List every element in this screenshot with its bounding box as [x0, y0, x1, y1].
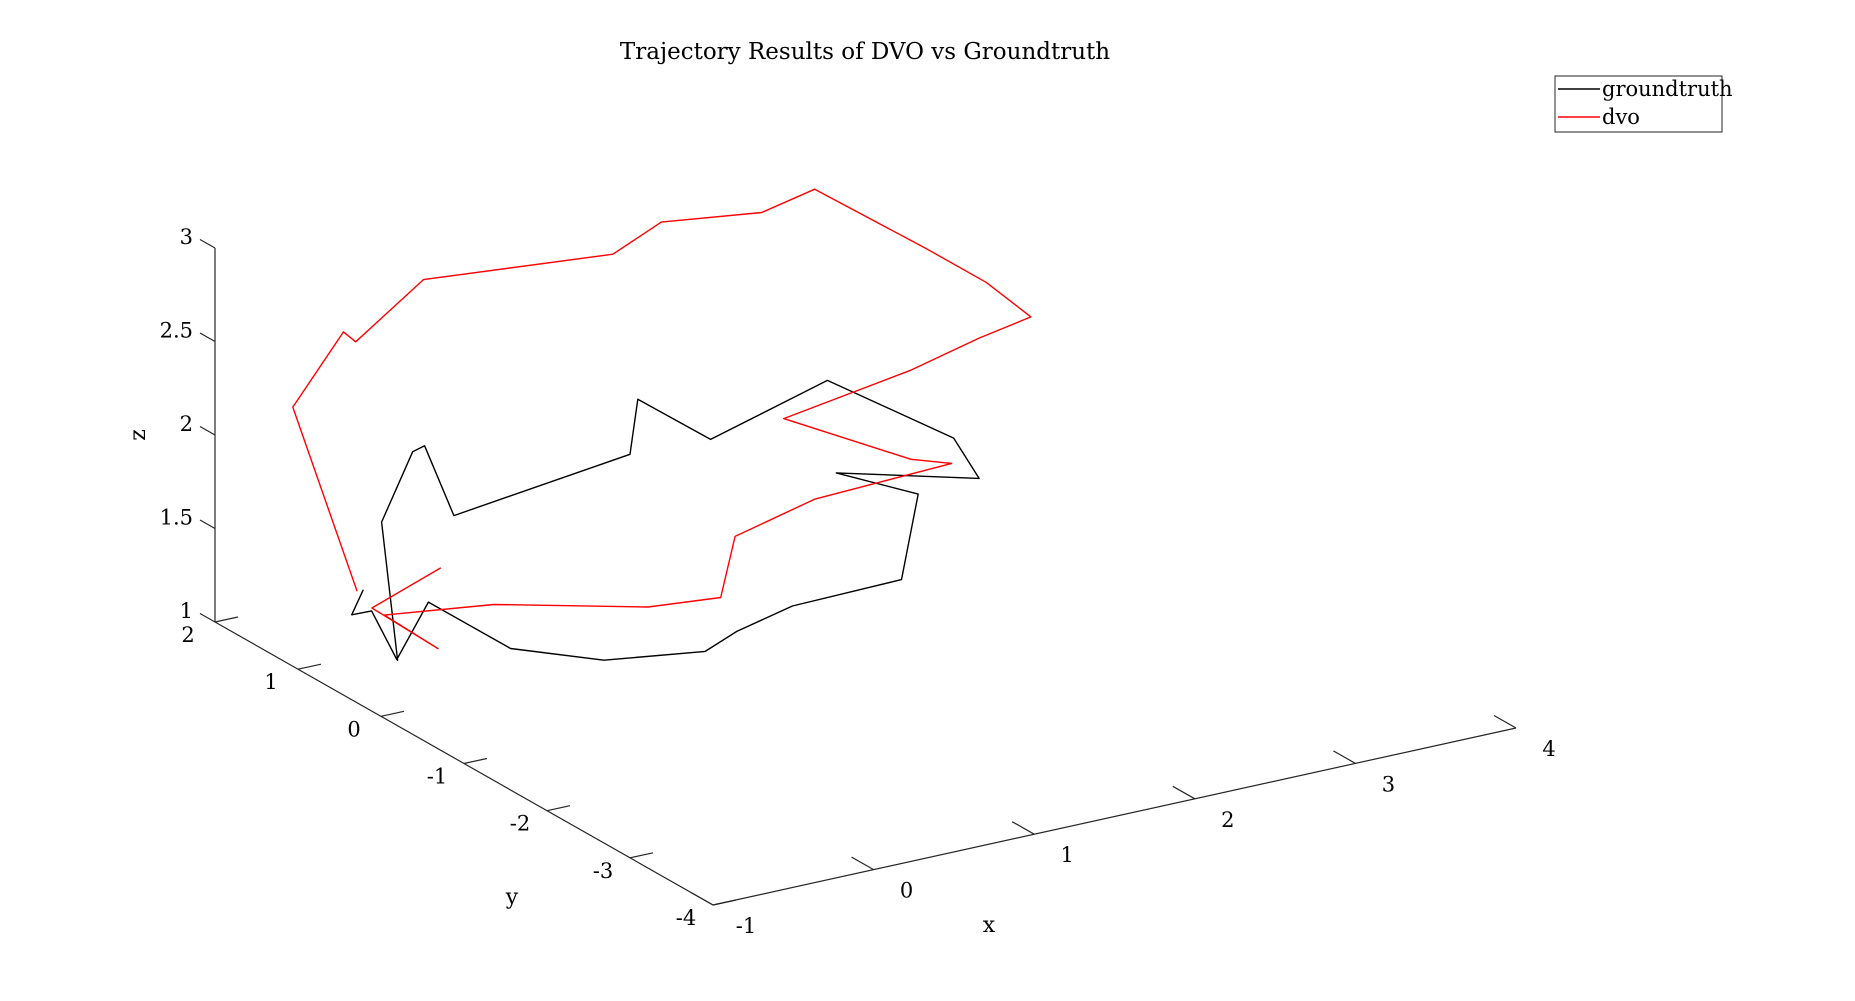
legend: groundtruth dvo [1554, 75, 1733, 133]
y-tick-mark [546, 805, 571, 812]
z-tick-mark [199, 425, 216, 436]
y-ticks: -4 -3 -2 -1 0 1 2 [181, 616, 737, 930]
x-tick-mark [1172, 785, 1196, 800]
z-tick-mark [199, 332, 216, 343]
x-tick-mark [1011, 821, 1035, 835]
z-tick-label: 2.5 [160, 318, 193, 342]
z-tick-mark [199, 519, 216, 530]
x-tick-mark [1493, 714, 1517, 729]
z-tick-label: 1.5 [160, 505, 193, 529]
x-tick-label: 1 [1061, 843, 1074, 867]
y-tick-label: 2 [181, 623, 194, 647]
z-ticks: 1 1.5 2 2.5 3 [160, 225, 216, 623]
x-axis-line [712, 727, 1517, 906]
y-tick-label: -4 [676, 906, 696, 930]
y-tick-label: -3 [593, 859, 613, 883]
x-ticks: -1 0 1 2 3 4 [690, 714, 1556, 938]
z-tick-mark [199, 612, 216, 623]
plot-area [292, 188, 1032, 661]
x-tick-label: 4 [1542, 737, 1555, 761]
x-tick-label: 0 [900, 879, 913, 903]
series-line-dvo [292, 188, 1032, 650]
z-tick-mark [199, 238, 216, 249]
y-tick-mark [380, 710, 405, 717]
series-line-groundtruth [351, 379, 980, 661]
y-tick-mark [712, 899, 737, 906]
legend-box [1554, 75, 1723, 133]
y-tick-mark [214, 616, 239, 623]
legend-label-dvo: dvo [1602, 105, 1640, 129]
y-axis-line [214, 621, 714, 906]
y-tick-mark [463, 757, 488, 765]
y-axis-label: y [505, 885, 519, 910]
chart-title: Trajectory Results of DVO vs Groundtruth [620, 39, 1110, 65]
y-tick-label: 1 [264, 670, 277, 694]
z-tick-label: 3 [180, 225, 193, 249]
legend-label-groundtruth: groundtruth [1602, 77, 1733, 101]
y-tick-label: 0 [347, 717, 360, 741]
x-tick-mark [1333, 750, 1356, 764]
z-tick-label: 1 [180, 599, 193, 623]
y-tick-label: -2 [510, 812, 530, 836]
y-tick-label: -1 [427, 764, 447, 788]
x-axis-label: x [983, 913, 996, 938]
y-tick-mark [629, 852, 654, 859]
x-tick-label: -1 [736, 914, 756, 938]
z-axis-label: z [126, 429, 151, 441]
x-tick-mark [690, 891, 714, 906]
x-tick-mark [851, 856, 874, 871]
x-tick-label: 2 [1221, 808, 1234, 832]
x-tick-label: 3 [1382, 772, 1395, 796]
y-tick-mark [297, 663, 322, 670]
z-tick-label: 2 [180, 412, 193, 436]
